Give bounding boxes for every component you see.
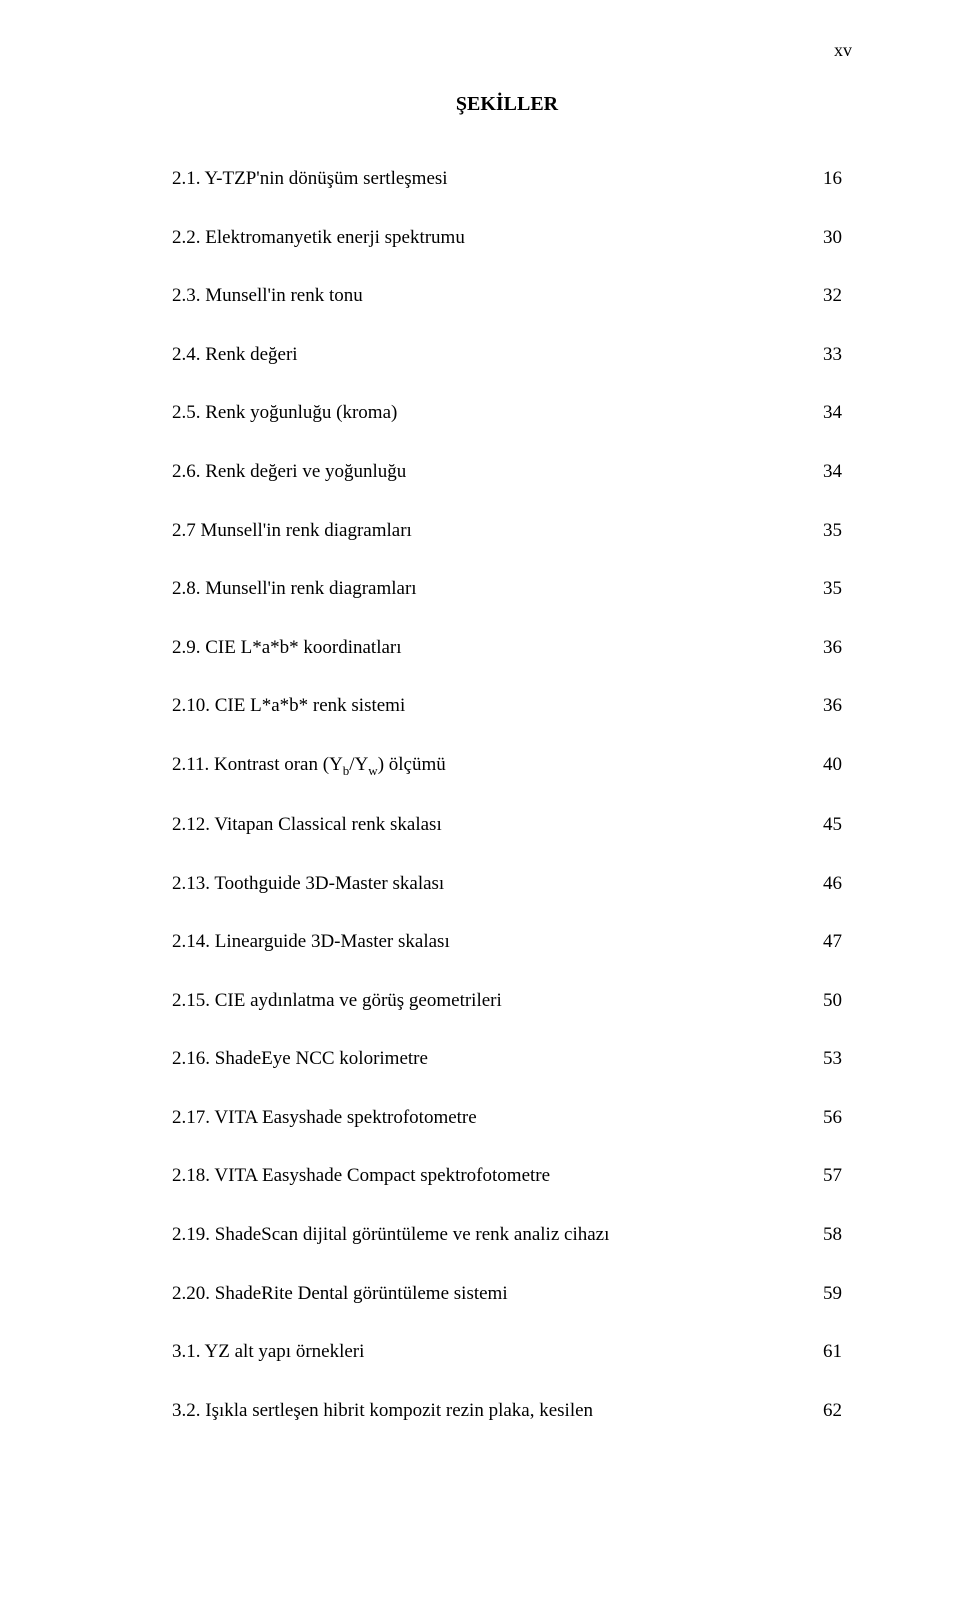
toc-page-number: 33 (802, 342, 842, 369)
toc-row: 2.13. Toothguide 3D-Master skalası46 (172, 871, 842, 898)
toc-page-number: 35 (802, 576, 842, 603)
toc-label: 2.14. Linearguide 3D-Master skalası (172, 929, 802, 956)
toc-page-number: 32 (802, 283, 842, 310)
toc-row: 2.2. Elektromanyetik enerji spektrumu30 (172, 225, 842, 252)
toc-label: 2.20. ShadeRite Dental görüntüleme siste… (172, 1281, 802, 1308)
toc-row: 2.5. Renk yoğunluğu (kroma)34 (172, 400, 842, 427)
toc-page-number: 35 (802, 518, 842, 545)
toc-row: 2.11. Kontrast oran (Yb/Yw) ölçümü40 (172, 752, 842, 780)
toc-row: 2.8. Munsell'in renk diagramları35 (172, 576, 842, 603)
toc-row: 2.10. CIE L*a*b* renk sistemi36 (172, 693, 842, 720)
toc-page-number: 50 (802, 988, 842, 1015)
toc-page-number: 34 (802, 400, 842, 427)
toc-page-number: 57 (802, 1163, 842, 1190)
toc-page-number: 45 (802, 812, 842, 839)
toc-page-number: 30 (802, 225, 842, 252)
toc-label: 2.15. CIE aydınlatma ve görüş geometrile… (172, 988, 802, 1015)
toc-label: 2.16. ShadeEye NCC kolorimetre (172, 1046, 802, 1073)
toc-row: 2.1. Y-TZP'nin dönüşüm sertleşmesi16 (172, 166, 842, 193)
toc-row: 2.20. ShadeRite Dental görüntüleme siste… (172, 1281, 842, 1308)
toc-label: 2.13. Toothguide 3D-Master skalası (172, 871, 802, 898)
toc-label: 2.4. Renk değeri (172, 342, 802, 369)
toc-page-number: 59 (802, 1281, 842, 1308)
toc-label: 2.17. VITA Easyshade spektrofotometre (172, 1105, 802, 1132)
toc-page-number: 53 (802, 1046, 842, 1073)
toc-page-number: 61 (802, 1339, 842, 1366)
toc-label: 2.1. Y-TZP'nin dönüşüm sertleşmesi (172, 166, 802, 193)
section-title: ŞEKİLLER (172, 90, 842, 118)
page-number-top: xv (834, 38, 852, 63)
toc-page-number: 34 (802, 459, 842, 486)
toc-label: 2.8. Munsell'in renk diagramları (172, 576, 802, 603)
toc-row: 3.1. YZ alt yapı örnekleri61 (172, 1339, 842, 1366)
toc-row: 2.17. VITA Easyshade spektrofotometre56 (172, 1105, 842, 1132)
toc-row: 2.3. Munsell'in renk tonu32 (172, 283, 842, 310)
toc-label: 3.2. Işıkla sertleşen hibrit kompozit re… (172, 1398, 802, 1425)
toc-row: 2.19. ShadeScan dijital görüntüleme ve r… (172, 1222, 842, 1249)
toc-row: 2.6. Renk değeri ve yoğunluğu34 (172, 459, 842, 486)
toc-row: 2.4. Renk değeri33 (172, 342, 842, 369)
toc-row: 2.7 Munsell'in renk diagramları35 (172, 518, 842, 545)
toc-page-number: 36 (802, 635, 842, 662)
toc-page-number: 58 (802, 1222, 842, 1249)
toc-label: 2.7 Munsell'in renk diagramları (172, 518, 802, 545)
toc-page-number: 62 (802, 1398, 842, 1425)
toc-label: 2.11. Kontrast oran (Yb/Yw) ölçümü (172, 752, 802, 780)
toc-row: 2.12. Vitapan Classical renk skalası45 (172, 812, 842, 839)
toc-label: 2.18. VITA Easyshade Compact spektrofoto… (172, 1163, 802, 1190)
toc-row: 2.15. CIE aydınlatma ve görüş geometrile… (172, 988, 842, 1015)
toc-page-number: 47 (802, 929, 842, 956)
toc-page-number: 36 (802, 693, 842, 720)
toc-label: 2.10. CIE L*a*b* renk sistemi (172, 693, 802, 720)
toc-label: 2.9. CIE L*a*b* koordinatları (172, 635, 802, 662)
toc-row: 2.9. CIE L*a*b* koordinatları36 (172, 635, 842, 662)
toc-row: 2.18. VITA Easyshade Compact spektrofoto… (172, 1163, 842, 1190)
toc-page-number: 16 (802, 166, 842, 193)
toc-label: 2.3. Munsell'in renk tonu (172, 283, 802, 310)
toc-page-number: 56 (802, 1105, 842, 1132)
toc-label: 2.2. Elektromanyetik enerji spektrumu (172, 225, 802, 252)
toc-label: 2.19. ShadeScan dijital görüntüleme ve r… (172, 1222, 802, 1249)
toc-label: 2.12. Vitapan Classical renk skalası (172, 812, 802, 839)
toc-label: 2.6. Renk değeri ve yoğunluğu (172, 459, 802, 486)
toc-label: 3.1. YZ alt yapı örnekleri (172, 1339, 802, 1366)
table-of-contents: 2.1. Y-TZP'nin dönüşüm sertleşmesi16 2.2.… (172, 166, 842, 1424)
toc-row: 2.14. Linearguide 3D-Master skalası47 (172, 929, 842, 956)
toc-page-number: 40 (802, 752, 842, 779)
toc-row: 3.2. Işıkla sertleşen hibrit kompozit re… (172, 1398, 842, 1425)
toc-page-number: 46 (802, 871, 842, 898)
toc-label: 2.5. Renk yoğunluğu (kroma) (172, 400, 802, 427)
toc-row: 2.16. ShadeEye NCC kolorimetre53 (172, 1046, 842, 1073)
